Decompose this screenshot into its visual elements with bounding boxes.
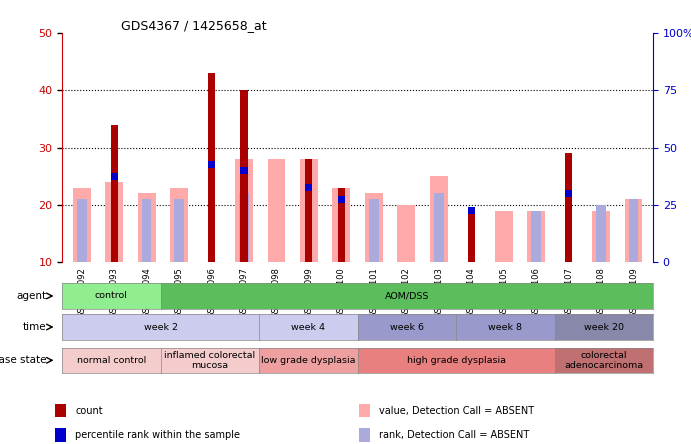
Bar xyxy=(369,199,379,319)
Bar xyxy=(495,210,513,319)
Bar xyxy=(332,188,350,319)
Bar xyxy=(240,91,247,319)
Bar xyxy=(434,194,444,319)
Bar xyxy=(111,125,117,319)
Bar xyxy=(208,161,215,168)
Bar xyxy=(338,196,345,202)
Bar xyxy=(208,73,215,319)
Bar xyxy=(138,194,155,319)
Text: AOM/DSS: AOM/DSS xyxy=(385,291,429,301)
Bar xyxy=(565,190,572,197)
Bar xyxy=(359,428,370,442)
Text: week 2: week 2 xyxy=(144,322,178,332)
Bar xyxy=(55,428,66,442)
Text: count: count xyxy=(75,406,103,416)
Bar xyxy=(105,182,123,319)
Bar xyxy=(77,199,86,319)
Bar xyxy=(359,404,370,417)
Text: disease state: disease state xyxy=(0,355,46,365)
Bar xyxy=(596,205,606,319)
Bar xyxy=(73,188,91,319)
Text: high grade dysplasia: high grade dysplasia xyxy=(406,356,506,365)
Text: colorectal
adenocarcinoma: colorectal adenocarcinoma xyxy=(564,351,643,370)
Text: week 6: week 6 xyxy=(390,322,424,332)
Bar xyxy=(300,159,318,319)
Bar xyxy=(55,404,66,417)
Bar xyxy=(625,199,643,319)
Bar xyxy=(142,199,151,319)
Bar xyxy=(170,188,188,319)
Text: time: time xyxy=(23,322,46,332)
Bar xyxy=(531,210,541,319)
Bar xyxy=(397,205,415,319)
Bar xyxy=(174,199,184,319)
Bar xyxy=(305,184,312,191)
Text: low grade dysplasia: low grade dysplasia xyxy=(261,356,356,365)
Bar xyxy=(527,210,545,319)
Bar xyxy=(468,210,475,319)
Bar xyxy=(565,153,572,319)
Text: control: control xyxy=(95,291,128,301)
Text: rank, Detection Call = ABSENT: rank, Detection Call = ABSENT xyxy=(379,430,529,440)
Text: normal control: normal control xyxy=(77,356,146,365)
Bar xyxy=(629,199,638,319)
Bar xyxy=(239,194,249,319)
Bar xyxy=(430,176,448,319)
Text: week 8: week 8 xyxy=(489,322,522,332)
Bar xyxy=(111,173,117,180)
Text: week 20: week 20 xyxy=(584,322,624,332)
Text: GDS4367 / 1425658_at: GDS4367 / 1425658_at xyxy=(122,19,267,32)
Bar xyxy=(592,210,610,319)
Text: week 4: week 4 xyxy=(292,322,325,332)
Text: value, Detection Call = ABSENT: value, Detection Call = ABSENT xyxy=(379,406,535,416)
Bar xyxy=(267,159,285,319)
Text: percentile rank within the sample: percentile rank within the sample xyxy=(75,430,240,440)
Bar xyxy=(365,194,383,319)
Bar xyxy=(240,167,247,174)
Bar xyxy=(468,207,475,214)
Bar xyxy=(235,159,253,319)
Bar xyxy=(338,188,345,319)
Text: inflamed colorectal
mucosa: inflamed colorectal mucosa xyxy=(164,351,256,370)
Text: agent: agent xyxy=(16,291,46,301)
Bar xyxy=(305,159,312,319)
